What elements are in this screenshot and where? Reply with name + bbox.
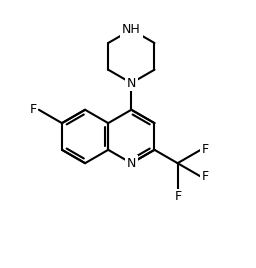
Text: N: N xyxy=(127,77,136,90)
Text: F: F xyxy=(30,103,37,116)
Text: N: N xyxy=(127,157,136,170)
Text: F: F xyxy=(175,190,182,203)
Text: F: F xyxy=(202,170,209,183)
Text: F: F xyxy=(202,143,209,156)
Text: NH: NH xyxy=(122,23,141,36)
